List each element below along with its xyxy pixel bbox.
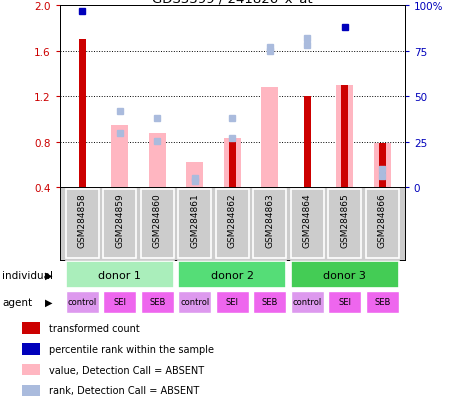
Text: GSM284866: GSM284866: [377, 193, 386, 247]
Text: donor 3: donor 3: [323, 270, 365, 280]
Bar: [111, 126, 128, 188]
Text: transformed count: transformed count: [49, 323, 140, 333]
Bar: [290, 291, 323, 313]
Bar: [103, 189, 136, 259]
Text: GSM284865: GSM284865: [340, 193, 348, 247]
Text: agent: agent: [2, 297, 32, 307]
Text: SEI: SEI: [113, 297, 126, 306]
Text: ▶: ▶: [45, 297, 52, 307]
Bar: [178, 261, 285, 289]
Text: GSM284863: GSM284863: [265, 193, 274, 247]
Text: individual: individual: [2, 270, 53, 280]
Title: GDS3399 / 241826_x_at: GDS3399 / 241826_x_at: [151, 0, 312, 5]
Bar: [336, 86, 353, 188]
Bar: [224, 139, 240, 188]
Text: SEB: SEB: [373, 297, 390, 306]
Text: percentile rank within the sample: percentile rank within the sample: [49, 344, 213, 354]
Text: GSM284864: GSM284864: [302, 193, 311, 247]
Bar: [79, 40, 85, 188]
Bar: [328, 291, 360, 313]
Bar: [22, 343, 40, 355]
Bar: [253, 189, 285, 259]
Bar: [178, 189, 211, 259]
Bar: [341, 86, 347, 188]
Bar: [140, 291, 174, 313]
Text: value, Detection Call = ABSENT: value, Detection Call = ABSENT: [49, 365, 204, 375]
Bar: [22, 364, 40, 375]
Bar: [178, 291, 211, 313]
Bar: [378, 144, 385, 188]
Bar: [66, 261, 174, 289]
Bar: [140, 189, 174, 259]
Text: ▶: ▶: [45, 270, 52, 280]
Text: control: control: [67, 297, 97, 306]
Bar: [149, 133, 165, 188]
Text: GSM284858: GSM284858: [78, 193, 87, 247]
Bar: [290, 189, 323, 259]
Text: control: control: [180, 297, 209, 306]
Bar: [328, 189, 360, 259]
Bar: [290, 261, 398, 289]
Bar: [261, 88, 278, 188]
Bar: [303, 97, 310, 188]
Text: donor 2: donor 2: [210, 270, 253, 280]
Bar: [22, 323, 40, 334]
Bar: [253, 291, 285, 313]
Text: SEI: SEI: [225, 297, 238, 306]
Bar: [186, 163, 203, 188]
Bar: [215, 291, 248, 313]
Bar: [365, 291, 398, 313]
Text: rank, Detection Call = ABSENT: rank, Detection Call = ABSENT: [49, 385, 199, 395]
Bar: [229, 139, 235, 188]
Bar: [22, 385, 40, 396]
Text: SEB: SEB: [261, 297, 277, 306]
Bar: [215, 189, 248, 259]
Text: GSM284862: GSM284862: [227, 193, 236, 247]
Bar: [373, 144, 390, 188]
Text: SEB: SEB: [149, 297, 165, 306]
Bar: [66, 291, 99, 313]
Text: GSM284860: GSM284860: [152, 193, 162, 247]
Text: GSM284859: GSM284859: [115, 193, 124, 247]
Bar: [66, 189, 99, 259]
Bar: [103, 291, 136, 313]
Bar: [365, 189, 398, 259]
Text: donor 1: donor 1: [98, 270, 141, 280]
Text: control: control: [292, 297, 321, 306]
Text: GSM284861: GSM284861: [190, 193, 199, 247]
Text: SEI: SEI: [337, 297, 351, 306]
